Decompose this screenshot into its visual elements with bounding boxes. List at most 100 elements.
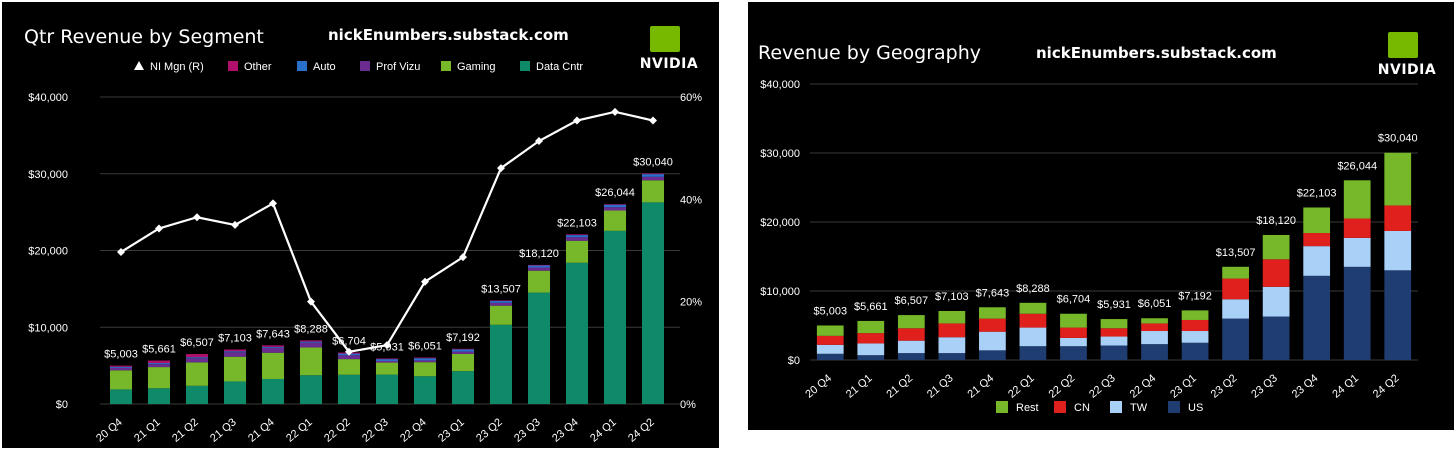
bar-us [1019,346,1047,360]
bar-tw [1384,230,1412,271]
legend-label-other: Other [244,61,272,73]
bar-prof-vizu [375,361,399,363]
bar-gaming [565,240,589,263]
bar-data-cntr [413,376,437,404]
bar-gaming [413,362,437,377]
x-axis-tick-label: 22 Q4 [398,416,429,444]
bar-auto [147,363,171,365]
bar-cn [938,323,966,338]
bar-total-label: $6,704 [332,336,366,348]
x-axis-tick-label: 23 Q2 [1209,372,1240,400]
legend-swatch-cn [1054,401,1066,413]
x-axis-tick-label: 24 Q1 [588,416,619,444]
geography-chart-title: Revenue by Geography [758,42,982,64]
bar-gaming [185,362,209,386]
bar-total-label: $22,103 [557,217,597,229]
bar-other [223,349,247,352]
bar-total-label: $26,044 [595,187,635,199]
bar-tw [1181,331,1209,343]
bar-total-label: $6,507 [180,337,214,349]
bar-cn [1343,218,1371,238]
bar-total-label: $30,040 [633,156,673,168]
bar-total-label: $7,192 [446,332,480,344]
legend-label-ni-mgn-r: NI Mgn (R) [150,61,204,73]
bar-total-label: $26,044 [1337,160,1377,172]
geography-chart-watermark: nickEnumbers.substack.com [1036,44,1277,62]
net-income-margin-point [421,277,429,286]
bar-other [375,358,399,360]
nvidia-eye-icon [650,26,680,52]
legend-label-auto: Auto [313,61,336,73]
bar-rest [816,325,844,336]
x-axis-tick-label: 23 Q1 [1168,372,1199,400]
bar-prof-vizu [451,351,475,354]
y-axis-tick-label: $40,000 [760,79,800,91]
bar-data-cntr [451,371,475,404]
bar-us [1222,318,1249,360]
bar-gaming [299,347,323,376]
bar-total-label: $6,704 [1057,294,1091,306]
bar-total-label: $6,051 [1138,298,1172,310]
bar-rest [1100,319,1128,329]
bar-auto [109,366,133,368]
bar-tw [1343,237,1371,267]
bar-other [261,345,285,347]
net-income-margin-point [611,107,619,116]
net-income-margin-point [649,116,657,125]
bar-tw [1100,336,1128,346]
bar-tw [1019,327,1047,347]
legend-label-gaming: Gaming [457,61,496,73]
x-axis-tick-label: 22 Q1 [1006,372,1037,400]
bar-us [1181,342,1209,360]
bar-rest [897,315,925,329]
bar-cn [1181,319,1209,332]
nvidia-logo-text: NVIDIA [639,56,699,72]
segment-chart-title: Qtr Revenue by Segment [24,26,264,48]
bar-tw [1222,299,1249,319]
segment-chart-panel: Qtr Revenue by Segment nickEnumbers.subs… [2,2,719,448]
legend-swatch-other [228,61,238,71]
bar-other [147,360,171,364]
bar-data-cntr [223,381,247,404]
bar-us [1141,344,1168,360]
x-axis-tick-label: 21 Q1 [844,372,875,400]
x-axis-tick-label: 21 Q1 [132,416,163,444]
bar-gaming [603,210,627,231]
bar-rest [1384,152,1412,206]
bar-total-label: $8,288 [294,323,328,335]
y-axis-tick-label: $10,000 [28,322,68,334]
bar-prof-vizu [109,367,133,371]
bar-total-label: $6,507 [895,295,929,307]
bar-other [413,357,437,359]
bar-other [603,204,627,205]
geography-chart-panel: Revenue by Geography nickEnumbers.substa… [748,2,1454,430]
bar-us [1384,270,1412,360]
legend-label-data-cntr: Data Cntr [536,61,583,73]
legend-label-tw: TW [1130,402,1148,414]
bar-prof-vizu [337,355,361,360]
bar-total-label: $22,103 [1297,187,1337,199]
bar-data-cntr [603,230,627,404]
bar-auto [261,346,285,348]
legend-marker-triangle [134,61,144,70]
bar-auto [185,357,209,359]
bar-prof-vizu [603,207,627,211]
bar-gaming [489,305,513,325]
bar-prof-vizu [641,176,665,181]
net-income-margin-point [345,347,353,356]
x-axis-tick-label: 21 Q2 [884,372,915,400]
bar-prof-vizu [299,342,323,348]
bar-tw [897,340,925,354]
bar-total-label: $13,507 [481,283,521,295]
legend-swatch-gaming [441,61,451,71]
bar-us [857,355,885,360]
bar-auto [451,349,475,352]
net-income-margin-point [573,116,581,125]
bar-cn [1262,259,1290,287]
bar-cn [1303,233,1331,247]
y-axis-tick-label: $0 [788,355,800,367]
bar-us [1100,345,1128,360]
y2-axis-tick-label: 40% [680,194,702,206]
bar-total-label: $5,931 [1097,299,1131,311]
bar-gaming [109,370,133,390]
